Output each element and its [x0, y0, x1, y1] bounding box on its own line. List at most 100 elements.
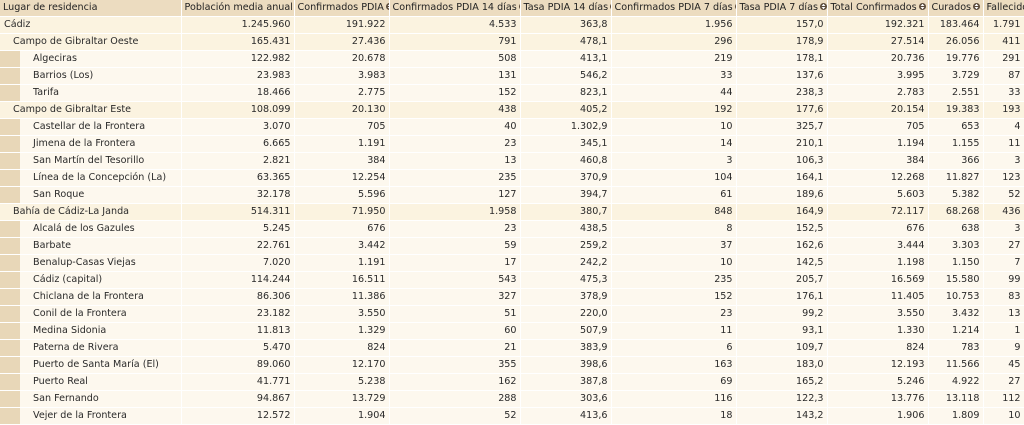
cell-confirmados-pdia-14-dias: 1.958 [389, 204, 520, 221]
cell-tasa-pdia-14-dias: 507,9 [520, 323, 611, 340]
sort-icon[interactable] [820, 2, 827, 11]
cell-tasa-pdia-14-dias: 220,0 [520, 306, 611, 323]
column-header-label: Curados [932, 2, 972, 13]
cell-poblacion-media-anual: 5.470 [181, 340, 294, 357]
place-name: Vejer de la Frontera [20, 408, 181, 424]
cell-poblacion-media-anual: 18.466 [181, 85, 294, 102]
cell-confirmados-pdia: 384 [294, 153, 389, 170]
column-header-tasa-pdia-14-dias[interactable]: Tasa PDIA 14 días [520, 0, 611, 17]
place-name-cell: San Fernando [0, 391, 181, 408]
column-header-label: Confirmados PDIA 14 días [393, 2, 517, 13]
sort-icon[interactable] [973, 2, 980, 11]
cell-fallecidos: 291 [983, 51, 1024, 68]
cell-fallecidos: 27 [983, 374, 1024, 391]
cell-poblacion-media-anual: 41.771 [181, 374, 294, 391]
cell-confirmados-pdia: 3.442 [294, 238, 389, 255]
place-name: Jimena de la Frontera [20, 136, 181, 152]
cell-curados: 638 [928, 221, 983, 238]
cell-tasa-pdia-7-dias: 177,6 [736, 102, 827, 119]
place-name: Conil de la Frontera [20, 306, 181, 322]
cell-total-confirmados: 12.193 [827, 357, 928, 374]
place-name: Alcalá de los Gazules [20, 221, 181, 237]
cell-curados: 1.150 [928, 255, 983, 272]
cell-fallecidos: 11 [983, 136, 1024, 153]
column-header-tasa-pdia-7-dias[interactable]: Tasa PDIA 7 días [736, 0, 827, 17]
cell-confirmados-pdia: 3.550 [294, 306, 389, 323]
column-header-confirmados-pdia[interactable]: Confirmados PDIA [294, 0, 389, 17]
cell-confirmados-pdia: 1.329 [294, 323, 389, 340]
cell-total-confirmados: 3.550 [827, 306, 928, 323]
cell-confirmados-pdia-14-dias: 235 [389, 170, 520, 187]
cell-curados: 3.432 [928, 306, 983, 323]
cell-confirmados-pdia-7-dias: 8 [611, 221, 736, 238]
column-header-fallecidos[interactable]: Fallecidos [983, 0, 1024, 17]
cell-poblacion-media-anual: 11.813 [181, 323, 294, 340]
cell-fallecidos: 87 [983, 68, 1024, 85]
cell-total-confirmados: 13.776 [827, 391, 928, 408]
place-name-cell: San Roque [0, 187, 181, 204]
cell-poblacion-media-anual: 22.761 [181, 238, 294, 255]
cell-confirmados-pdia-7-dias: 10 [611, 119, 736, 136]
cell-tasa-pdia-7-dias: 325,7 [736, 119, 827, 136]
column-header-total-confirmados[interactable]: Total Confirmados [827, 0, 928, 17]
cell-confirmados-pdia-7-dias: 104 [611, 170, 736, 187]
place-name: Barrios (Los) [20, 68, 181, 84]
cell-confirmados-pdia-14-dias: 23 [389, 221, 520, 238]
cell-tasa-pdia-7-dias: 210,1 [736, 136, 827, 153]
cell-total-confirmados: 192.321 [827, 17, 928, 34]
cell-poblacion-media-anual: 114.244 [181, 272, 294, 289]
column-header-confirmados-pdia-14-dias[interactable]: Confirmados PDIA 14 días [389, 0, 520, 17]
cell-confirmados-pdia-7-dias: 33 [611, 68, 736, 85]
cell-confirmados-pdia-7-dias: 152 [611, 289, 736, 306]
column-header-label: Confirmados PDIA [298, 2, 384, 13]
cell-fallecidos: 4 [983, 119, 1024, 136]
cell-confirmados-pdia-7-dias: 69 [611, 374, 736, 391]
cell-confirmados-pdia-14-dias: 17 [389, 255, 520, 272]
cell-curados: 3.729 [928, 68, 983, 85]
cell-confirmados-pdia-7-dias: 18 [611, 408, 736, 425]
cell-curados: 5.382 [928, 187, 983, 204]
sort-icon[interactable] [919, 2, 926, 11]
cell-total-confirmados: 1.194 [827, 136, 928, 153]
cell-poblacion-media-anual: 23.182 [181, 306, 294, 323]
cell-tasa-pdia-7-dias: 162,6 [736, 238, 827, 255]
cell-fallecidos: 9 [983, 340, 1024, 357]
cell-confirmados-pdia-7-dias: 37 [611, 238, 736, 255]
place-name-cell: Puerto Real [0, 374, 181, 391]
column-header-label: Lugar de residencia [3, 2, 97, 13]
cell-confirmados-pdia-7-dias: 11 [611, 323, 736, 340]
column-header-confirmados-pdia-7-dias[interactable]: Confirmados PDIA 7 días [611, 0, 736, 17]
cell-confirmados-pdia-7-dias: 848 [611, 204, 736, 221]
cell-fallecidos: 13 [983, 306, 1024, 323]
column-header-poblacion-media-anual[interactable]: Población media anual [181, 0, 294, 17]
cell-poblacion-media-anual: 23.983 [181, 68, 294, 85]
place-name: Medina Sidonia [20, 323, 181, 339]
cell-tasa-pdia-7-dias: 183,0 [736, 357, 827, 374]
cell-confirmados-pdia: 27.436 [294, 34, 389, 51]
place-name-cell: Barbate [0, 238, 181, 255]
cell-tasa-pdia-14-dias: 460,8 [520, 153, 611, 170]
place-name-cell: Barrios (Los) [0, 68, 181, 85]
cell-total-confirmados: 11.405 [827, 289, 928, 306]
place-name-cell: Chiclana de la Frontera [0, 289, 181, 306]
cell-poblacion-media-anual: 165.431 [181, 34, 294, 51]
cell-tasa-pdia-7-dias: 93,1 [736, 323, 827, 340]
cell-poblacion-media-anual: 6.665 [181, 136, 294, 153]
place-name-cell: Benalup-Casas Viejas [0, 255, 181, 272]
column-header-label: Confirmados PDIA 7 días [615, 2, 733, 13]
cell-confirmados-pdia: 5.238 [294, 374, 389, 391]
place-name: Tarifa [20, 85, 181, 101]
cell-total-confirmados: 2.783 [827, 85, 928, 102]
column-header-curados[interactable]: Curados [928, 0, 983, 17]
